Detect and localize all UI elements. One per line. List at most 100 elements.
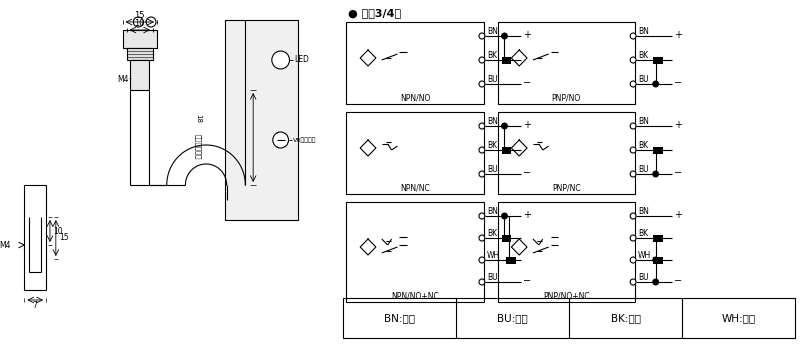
- Text: BK: BK: [487, 228, 497, 238]
- Text: ● 直涁3/4线: ● 直涁3/4线: [348, 8, 402, 18]
- Text: M4: M4: [0, 240, 10, 250]
- Bar: [502, 57, 511, 64]
- Bar: [343, 298, 795, 338]
- Text: 感知距离调节: 感知距离调节: [195, 134, 202, 160]
- Text: BK: BK: [638, 50, 648, 59]
- Text: BK: BK: [487, 140, 497, 150]
- Circle shape: [479, 81, 485, 87]
- Text: BU: BU: [638, 272, 649, 282]
- Circle shape: [630, 57, 636, 63]
- Text: −: −: [674, 78, 682, 88]
- Text: NPN/NO: NPN/NO: [400, 94, 430, 102]
- Text: −: −: [674, 276, 682, 286]
- Circle shape: [652, 278, 659, 285]
- Text: 7: 7: [33, 302, 38, 310]
- Bar: [498, 112, 635, 194]
- Text: −: −: [523, 78, 531, 88]
- Circle shape: [479, 279, 485, 285]
- Circle shape: [479, 171, 485, 177]
- Bar: [122, 30, 157, 48]
- Circle shape: [479, 57, 485, 63]
- Text: +: +: [523, 120, 531, 130]
- Text: BN: BN: [638, 26, 649, 36]
- Text: BU: BU: [487, 164, 498, 174]
- Circle shape: [134, 17, 143, 27]
- Circle shape: [479, 257, 485, 263]
- Text: WH: WH: [487, 251, 500, 259]
- Text: +: +: [674, 30, 682, 40]
- Circle shape: [652, 257, 659, 264]
- Text: BU: BU: [638, 164, 649, 174]
- Circle shape: [272, 51, 290, 69]
- Text: PNP/NO: PNP/NO: [552, 94, 581, 102]
- Circle shape: [652, 81, 659, 88]
- Circle shape: [479, 213, 485, 219]
- Circle shape: [501, 122, 508, 130]
- Circle shape: [630, 123, 636, 129]
- Text: 10: 10: [134, 19, 145, 29]
- Text: BN:棕色: BN:棕色: [385, 313, 415, 323]
- Text: −: −: [523, 276, 531, 286]
- Text: M4: M4: [117, 75, 129, 84]
- Bar: [502, 147, 511, 154]
- Circle shape: [630, 147, 636, 153]
- Bar: [346, 22, 484, 104]
- Circle shape: [146, 17, 156, 27]
- Text: 15: 15: [58, 233, 69, 241]
- Bar: [498, 202, 635, 302]
- Bar: [653, 147, 662, 154]
- Circle shape: [501, 32, 508, 39]
- Circle shape: [630, 33, 636, 39]
- Text: BN: BN: [487, 117, 498, 126]
- Bar: [130, 60, 149, 90]
- Text: BK: BK: [638, 228, 648, 238]
- Circle shape: [630, 235, 636, 241]
- Text: 10: 10: [53, 226, 62, 235]
- Bar: [498, 22, 635, 104]
- Bar: [506, 257, 516, 264]
- Text: PNP/NC: PNP/NC: [552, 183, 581, 193]
- Text: −: −: [523, 168, 531, 178]
- Bar: [346, 112, 484, 194]
- Text: NPN/NC: NPN/NC: [400, 183, 430, 193]
- Text: +: +: [674, 120, 682, 130]
- Bar: [502, 235, 511, 242]
- Circle shape: [630, 81, 636, 87]
- Text: NPN/NO+NC: NPN/NO+NC: [391, 291, 439, 301]
- Text: BK:黑色: BK:黑色: [610, 313, 641, 323]
- Text: BU: BU: [638, 75, 649, 83]
- Text: BN: BN: [487, 207, 498, 215]
- Text: WH:白色: WH:白色: [722, 313, 756, 323]
- Text: BN: BN: [638, 207, 649, 215]
- Circle shape: [630, 171, 636, 177]
- Text: WH: WH: [638, 251, 651, 259]
- Circle shape: [501, 213, 508, 220]
- Circle shape: [630, 257, 636, 263]
- Circle shape: [652, 170, 659, 177]
- Bar: [346, 202, 484, 302]
- Text: PNP/NO+NC: PNP/NO+NC: [543, 291, 590, 301]
- Text: +: +: [523, 30, 531, 40]
- Text: BU: BU: [487, 75, 498, 83]
- Text: BU: BU: [487, 272, 498, 282]
- Text: 15: 15: [134, 12, 145, 20]
- Text: BK: BK: [487, 50, 497, 59]
- Circle shape: [479, 33, 485, 39]
- Text: 18: 18: [195, 114, 201, 124]
- Text: +: +: [674, 210, 682, 220]
- Text: BN: BN: [638, 117, 649, 126]
- Circle shape: [479, 123, 485, 129]
- Text: +: +: [523, 210, 531, 220]
- Text: BU:兰色: BU:兰色: [498, 313, 528, 323]
- Circle shape: [479, 235, 485, 241]
- Circle shape: [630, 279, 636, 285]
- Text: VR距离调节: VR距离调节: [294, 137, 317, 143]
- Bar: [126, 48, 153, 60]
- Text: BK: BK: [638, 140, 648, 150]
- Text: BN: BN: [487, 26, 498, 36]
- Bar: [225, 20, 298, 220]
- Text: −: −: [674, 168, 682, 178]
- Circle shape: [630, 213, 636, 219]
- Bar: [653, 257, 662, 264]
- Bar: [653, 57, 662, 64]
